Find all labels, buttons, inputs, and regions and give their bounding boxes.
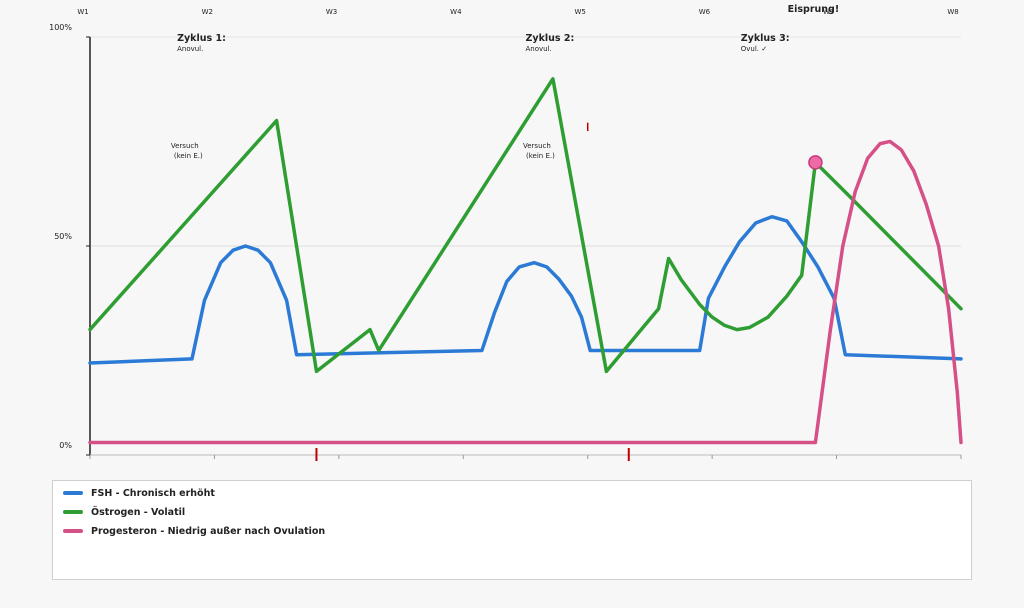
legend-item-oestrogen: Östrogen - Volatil — [63, 503, 185, 521]
legend-swatch-fsh — [63, 491, 83, 495]
week-label: W1 — [77, 8, 88, 16]
week-label: W7 — [823, 8, 834, 16]
attempt-label: (kein E.) — [174, 152, 203, 160]
annotations: Zyklus 1:Anovul.Zyklus 2:Anovul.Zyklus 3… — [171, 4, 840, 461]
series-lines — [88, 77, 963, 445]
week-label: W5 — [574, 8, 585, 16]
legend-label-progesteron: Progesteron - Niedrig außer nach Ovulati… — [91, 525, 326, 537]
series-line-2 — [88, 139, 963, 445]
legend-swatch-progesteron — [63, 529, 83, 533]
series-line-1 — [88, 77, 963, 374]
cycle-title: Zyklus 2: — [526, 33, 575, 44]
ovulation-marker — [808, 155, 823, 170]
week-label: W4 — [450, 8, 462, 16]
legend-label-oestrogen: Östrogen - Volatil — [91, 506, 186, 518]
attempt-label: (kein E.) — [526, 152, 555, 160]
week-labels: W1 W2 W3 W4 W5 W6 W7 W8 — [77, 8, 958, 16]
hormone-chart: W1 W2 W3 W4 W5 W6 W7 W8 100%50%0% Zyklus 1:Anov… — [49, 4, 963, 461]
week-label: W2 — [202, 8, 213, 16]
y-tick-labels: 100% 50% 0% — [49, 23, 90, 456]
week-label: W3 — [326, 8, 337, 16]
cycle-title: Zyklus 1: — [177, 33, 226, 44]
legend-label-fsh: FSH - Chronisch erhöht — [91, 487, 215, 499]
y-tick-label: 0% — [59, 441, 72, 450]
attempt-label: Versuch — [523, 142, 551, 150]
ovulation-label: Eisprung! — [788, 4, 840, 15]
legend-item-fsh: FSH - Chronisch erhöht — [63, 484, 215, 502]
grid-lines — [90, 36, 961, 247]
y-tick-label: 100% — [49, 23, 72, 32]
cycle-subtitle: Ovul. ✓ — [741, 45, 767, 53]
markers — [808, 155, 823, 170]
legend-swatch-oestrogen — [63, 510, 83, 514]
week-label: W8 — [947, 8, 958, 16]
legend: FSH - Chronisch erhöht Östrogen - Volati… — [52, 480, 972, 580]
week-label: W6 — [699, 8, 711, 16]
cycle-subtitle: Anovul. — [526, 45, 552, 53]
legend-item-progesteron: Progesteron - Niedrig außer nach Ovulati… — [63, 522, 325, 540]
attempt-label: Versuch — [171, 142, 199, 150]
cycle-subtitle: Anovul. — [177, 45, 203, 53]
y-tick-label: 50% — [54, 232, 72, 241]
cycle-title: Zyklus 3: — [741, 33, 790, 44]
series-line-0 — [88, 214, 963, 365]
x-ticks — [89, 455, 962, 459]
